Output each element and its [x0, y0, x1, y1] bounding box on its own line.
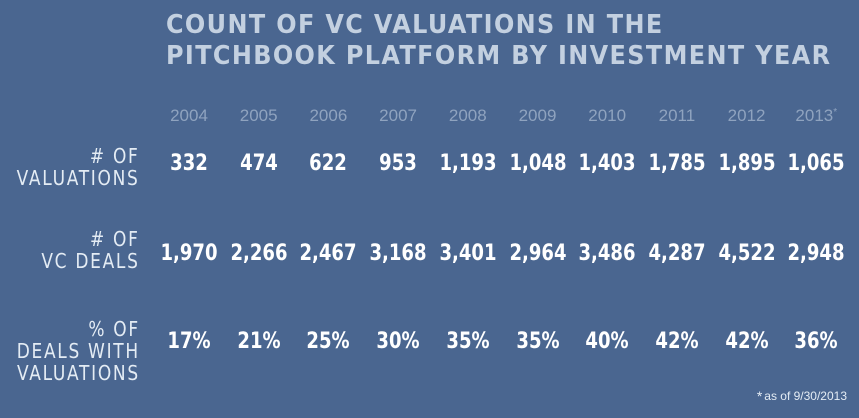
year-label: 2009	[503, 106, 573, 126]
chart-title-line-2: PITCHBOOK PLATFORM BY INVESTMENT YEAR	[166, 41, 832, 71]
value-cell: 35%	[515, 329, 560, 354]
value-cell: 2,266	[230, 241, 288, 266]
year-label: 2008	[433, 106, 503, 126]
footnote: * as of 9/30/2013	[757, 388, 847, 404]
year-label: 2007	[363, 106, 433, 126]
year-text: 2011	[658, 106, 696, 125]
year-label: 2012	[712, 106, 782, 126]
value-cell: 36%	[794, 329, 838, 354]
year-footnote-mark: *	[833, 107, 838, 118]
value-cell: 4,522	[718, 241, 776, 266]
value-row: 1,970 2,266 2,467 3,168 3,401 2,964 3,486 4,287…	[0, 241, 859, 271]
value-cell: 17%	[167, 329, 211, 354]
value-cell: 474	[239, 151, 278, 176]
value-cell: 40%	[585, 329, 629, 354]
value-cell: 3,486	[578, 241, 636, 266]
value-cell: 1,895	[718, 151, 776, 176]
row-label-line: VC DEALS	[41, 249, 140, 273]
year-text: 2008	[448, 106, 487, 125]
value-cell: 2,964	[508, 241, 567, 266]
value-cell: 42%	[655, 329, 699, 354]
year-label: 2010	[572, 106, 642, 126]
value-cell: 1,193	[439, 151, 497, 176]
year-text: 2005	[239, 106, 278, 125]
year-label: 2013*	[781, 106, 851, 126]
value-cell: 30%	[376, 329, 420, 354]
value-cell: 953	[379, 151, 417, 176]
year-text: 2012	[727, 106, 766, 125]
year-text: 2007	[379, 106, 417, 125]
footnote-text: as of 9/30/2013	[764, 389, 847, 403]
row-label: # OF VC DEALS	[42, 228, 140, 272]
value-cell: 1,065	[787, 151, 845, 176]
value-row: 17% 21% 25% 30% 35% 35% 40% 42% 42% 36%	[0, 329, 859, 359]
value-cell: 2,948	[787, 241, 845, 266]
value-cell: 42%	[724, 329, 769, 354]
value-cell: 1,785	[648, 151, 706, 176]
year-text: 2006	[309, 106, 348, 125]
year-text: 2013	[795, 106, 834, 125]
row-label-line: # OF	[90, 144, 140, 168]
row-label: % OF DEALS WITH VALUATIONS	[17, 318, 140, 384]
year-header-row: 2004 2005 2006 2007 2008 2009 2010 2011 2012 2013…	[0, 106, 859, 130]
value-cell: 4,287	[648, 241, 706, 266]
value-cell: 622	[309, 151, 348, 176]
row-label-line: DEALS WITH	[16, 339, 140, 363]
value-row: 332 474 622 953 1,193 1,048 1,403 1,785 1,895 1,0…	[0, 151, 859, 181]
value-cell: 3,401	[439, 241, 497, 266]
value-cell: 2,467	[299, 241, 357, 266]
value-cell: 1,403	[578, 151, 636, 176]
row-label-line: # OF	[90, 227, 140, 251]
chart-title: COUNT OF VC VALUATIONS IN THE PITCHBOOK …	[166, 10, 831, 72]
value-cell: 1,970	[160, 241, 218, 266]
year-label: 2011	[642, 106, 712, 126]
row-label-line: VALUATIONS	[17, 166, 140, 190]
value-cell: 1,048	[508, 151, 567, 176]
value-cell: 332	[170, 151, 208, 176]
year-text: 2010	[588, 106, 627, 125]
value-cell: 35%	[446, 329, 490, 354]
value-cell: 21%	[237, 329, 281, 354]
value-cell: 25%	[306, 329, 350, 354]
row-label-line: % OF	[88, 317, 140, 341]
year-text: 2004	[170, 106, 208, 125]
row-label-line: VALUATIONS	[17, 361, 140, 385]
year-label: 2006	[293, 106, 363, 126]
chart-title-line-1: COUNT OF VC VALUATIONS IN THE	[166, 10, 664, 40]
footnote-mark: *	[756, 388, 763, 404]
value-cell: 3,168	[369, 241, 427, 266]
year-label: 2004	[154, 106, 224, 126]
year-label: 2005	[224, 106, 294, 126]
row-label: # OF VALUATIONS	[17, 145, 140, 189]
year-text: 2009	[518, 106, 557, 125]
